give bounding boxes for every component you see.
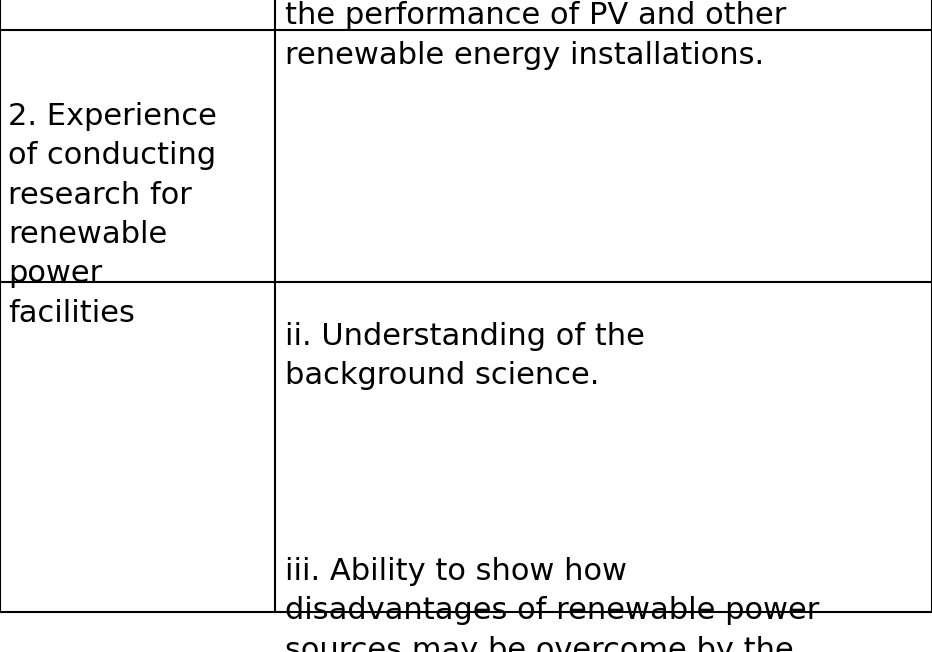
Text: ii. Understanding of the
background science.: ii. Understanding of the background scie… [285, 322, 645, 391]
Text: i. Identify factors which improve
the performance of PV and other
renewable ener: i. Identify factors which improve the pe… [285, 0, 787, 70]
Text: iii. Ability to show how
disadvantages of renewable power
sources may be overcom: iii. Ability to show how disadvantages o… [285, 557, 819, 652]
Text: 2. Experience
of conducting
research for
renewable
power
facilities: 2. Experience of conducting research for… [8, 102, 217, 328]
